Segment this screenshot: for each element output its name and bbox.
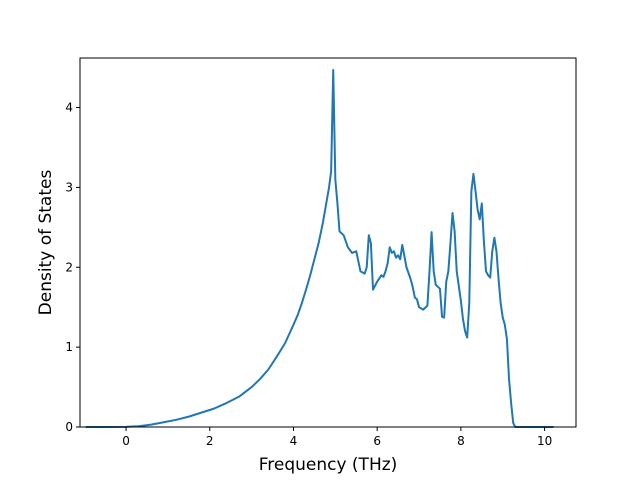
x-tick-label: 6 bbox=[373, 434, 381, 448]
x-axis-label: Frequency (THz) bbox=[259, 455, 398, 475]
y-axis-label: Density of States bbox=[36, 170, 56, 316]
y-tick-label: 3 bbox=[65, 180, 73, 194]
y-tick-label: 1 bbox=[65, 340, 73, 354]
x-tick-label: 2 bbox=[206, 434, 214, 448]
y-axis: 0 1 2 3 4 bbox=[65, 101, 80, 434]
density-of-states-line bbox=[85, 68, 554, 428]
x-tick-label: 0 bbox=[122, 434, 130, 448]
x-tick-label: 10 bbox=[537, 434, 552, 448]
x-tick-label: 8 bbox=[457, 434, 465, 448]
y-tick-label: 0 bbox=[65, 420, 73, 434]
y-tick-label: 4 bbox=[65, 101, 73, 115]
axes-frame bbox=[79, 57, 577, 428]
plot-area bbox=[85, 68, 554, 428]
x-tick-label: 4 bbox=[290, 434, 298, 448]
y-tick-label: 2 bbox=[65, 260, 73, 274]
x-axis: 0 2 4 6 8 10 bbox=[122, 427, 552, 448]
